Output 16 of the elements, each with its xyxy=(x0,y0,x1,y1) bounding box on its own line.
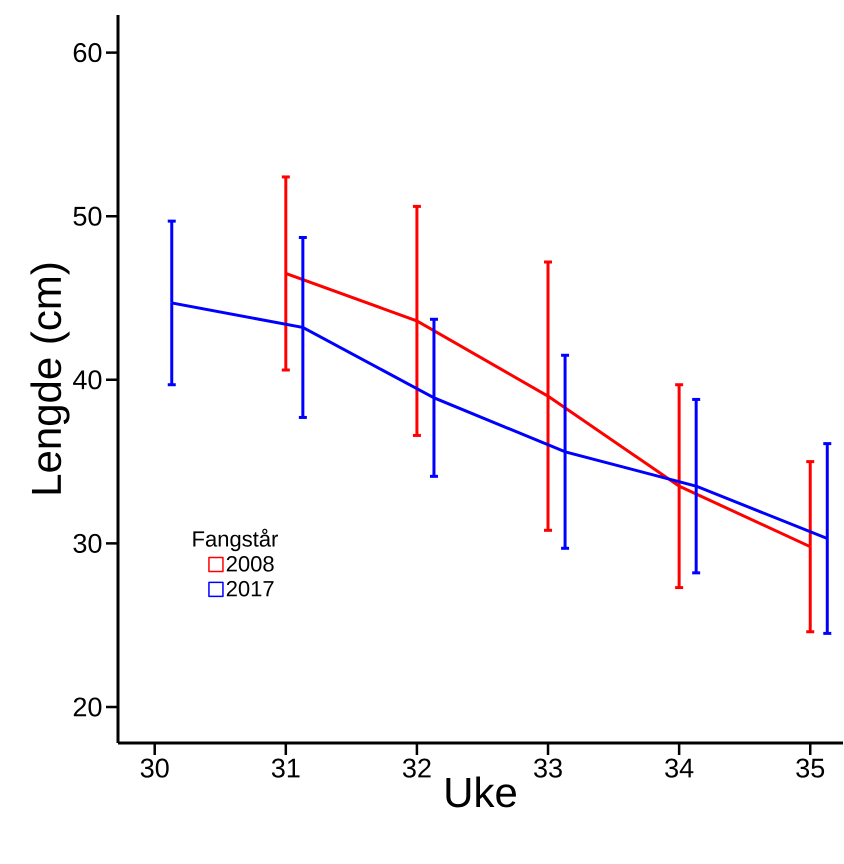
y-tick-label: 20 xyxy=(74,697,102,717)
y-axis-title: Lengde (cm) xyxy=(30,264,70,494)
legend-label: 2008 xyxy=(226,556,274,572)
x-tick-label: 32 xyxy=(402,758,431,778)
x-tick-label: 31 xyxy=(272,758,300,778)
y-tick-label: 60 xyxy=(74,43,102,62)
y-tick-label: 40 xyxy=(73,370,102,390)
y-tick-label: 30 xyxy=(73,534,102,553)
x-tick-label: 35 xyxy=(796,758,824,778)
x-tick-label: 33 xyxy=(534,758,562,778)
y-tick-label: 50 xyxy=(74,206,102,226)
x-axis-title: Uke xyxy=(446,776,516,808)
x-tick-label: 30 xyxy=(140,758,169,778)
legend-label: 2017 xyxy=(226,580,274,596)
x-tick-label: 34 xyxy=(665,758,694,778)
legend-title: Fangstår xyxy=(193,528,278,552)
